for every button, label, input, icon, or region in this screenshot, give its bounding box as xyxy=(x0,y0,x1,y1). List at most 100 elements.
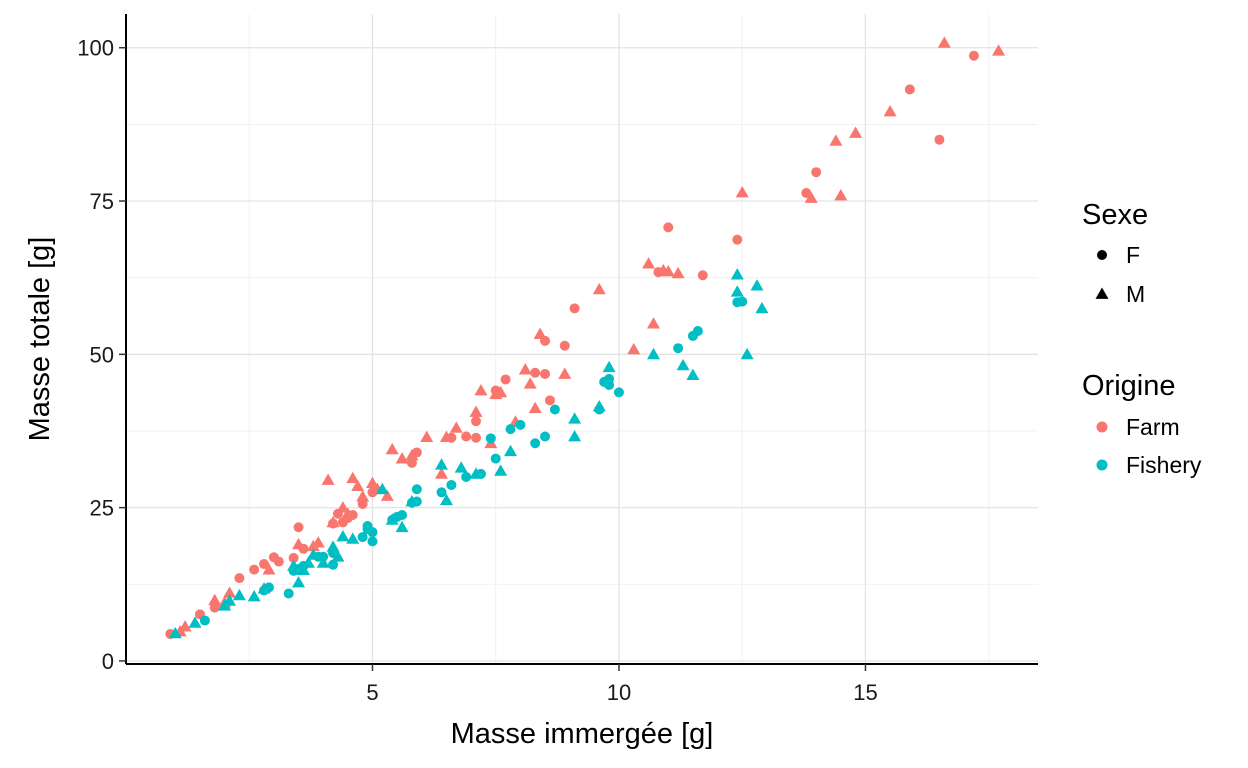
data-point-fishery-m xyxy=(676,358,690,371)
data-point-fishery-f xyxy=(436,487,447,498)
data-point-farm-f xyxy=(811,167,822,178)
data-point-fishery-m xyxy=(301,556,315,568)
legend-label-fishery: Fishery xyxy=(1126,452,1202,478)
data-point-farm-f xyxy=(540,368,551,379)
data-point-fishery-f xyxy=(367,536,378,547)
data-point-farm-m xyxy=(208,593,222,606)
data-point-fishery-f xyxy=(367,527,378,538)
data-point-fishery-m xyxy=(730,268,744,280)
data-point-farm-m xyxy=(380,489,394,501)
data-point-fishery-m xyxy=(454,461,468,473)
data-point-fishery-f xyxy=(199,615,210,626)
data-point-farm-m xyxy=(336,501,350,513)
data-point-farm-m xyxy=(533,327,547,339)
data-point-fishery-f xyxy=(737,296,748,307)
data-point-fishery-f xyxy=(490,453,501,464)
data-point-farm-m xyxy=(420,430,434,442)
data-point-farm-m xyxy=(592,282,606,295)
data-point-farm-m xyxy=(558,367,572,379)
data-point-farm-f xyxy=(293,522,304,533)
data-point-fishery-m xyxy=(287,559,301,571)
data-point-farm-f xyxy=(273,556,284,567)
data-point-farm-m xyxy=(523,377,537,389)
data-point-farm-m xyxy=(311,536,325,548)
legend-key-farm xyxy=(1096,421,1108,433)
data-point-fishery-f xyxy=(692,326,703,337)
legend-key-triangle xyxy=(1095,287,1109,299)
data-point-farm-f xyxy=(801,188,812,199)
data-point-fishery-m xyxy=(306,548,320,560)
y-tick-label: 0 xyxy=(102,649,114,674)
tick-labels: 5 10 15 0 25 50 75 100 xyxy=(77,36,877,705)
data-point-farm-f xyxy=(544,395,555,406)
data-point-fishery-m xyxy=(592,399,606,412)
data-point-fishery-f xyxy=(397,509,408,520)
data-point-fishery-m xyxy=(247,590,261,602)
data-point-fishery-f xyxy=(328,559,339,570)
y-axis-title: Masse totale [g] xyxy=(24,237,56,442)
data-point-fishery-f xyxy=(515,419,526,430)
data-point-fishery-f xyxy=(461,471,472,482)
data-point-farm-f xyxy=(663,222,674,233)
data-point-farm-f xyxy=(904,84,915,95)
grid xyxy=(126,14,1038,664)
legend-label-farm: Farm xyxy=(1126,414,1180,440)
data-point-farm-f xyxy=(530,367,541,378)
data-point-farm-m xyxy=(346,471,360,484)
data-point-fishery-f xyxy=(613,387,624,398)
data-point-fishery-m xyxy=(439,493,453,506)
data-point-farm-m xyxy=(405,449,419,461)
data-point-fishery-m xyxy=(385,513,399,525)
data-point-fishery-m xyxy=(188,616,202,628)
data-point-farm-f xyxy=(249,564,260,575)
legend-key-circle xyxy=(1097,250,1107,260)
data-point-farm-m xyxy=(439,430,453,442)
data-point-fishery-m xyxy=(568,412,582,424)
data-point-fishery-f xyxy=(673,343,684,354)
y-tick-label: 75 xyxy=(90,189,114,214)
data-point-fishery-m xyxy=(435,458,449,470)
data-point-farm-m xyxy=(178,620,192,632)
data-point-farm-f xyxy=(697,270,708,281)
data-point-farm-f xyxy=(259,559,270,570)
data-point-fishery-m xyxy=(494,464,508,476)
data-point-fishery-m xyxy=(568,430,582,442)
y-tick-label: 100 xyxy=(77,36,114,61)
data-point-farm-f xyxy=(234,573,245,584)
legend: Sexe F M Origine Farm Fishery xyxy=(1082,199,1202,478)
data-point-farm-f xyxy=(461,431,472,442)
data-point-fishery-m xyxy=(168,626,182,639)
data-point-fishery-m xyxy=(405,495,419,507)
data-point-fishery-m xyxy=(296,563,310,576)
legend-label-m: M xyxy=(1126,281,1145,307)
data-point-farm-m xyxy=(735,185,749,198)
data-point-fishery-f xyxy=(549,404,560,415)
data-point-fishery-m xyxy=(602,360,616,373)
legend-title-origine: Origine xyxy=(1082,370,1176,402)
data-point-farm-m xyxy=(937,36,951,48)
data-point-farm-f xyxy=(559,340,570,351)
data-point-fishery-f xyxy=(540,431,551,442)
data-point-fishery-f xyxy=(411,484,422,495)
data-point-fishery-f xyxy=(485,433,496,444)
data-point-farm-f xyxy=(569,303,580,314)
data-point-fishery-m xyxy=(686,368,700,381)
data-point-farm-m xyxy=(671,266,685,279)
data-point-farm-m xyxy=(528,401,542,414)
data-point-farm-m xyxy=(992,44,1006,56)
data-point-fishery-f xyxy=(446,479,457,490)
data-point-fishery-f xyxy=(604,379,615,390)
data-point-fishery-m xyxy=(740,347,754,360)
y-tick-label: 25 xyxy=(90,496,114,521)
data-point-farm-m xyxy=(883,105,897,117)
data-point-farm-f xyxy=(500,374,511,385)
data-point-farm-f xyxy=(471,432,482,443)
data-point-farm-m xyxy=(474,384,488,396)
data-point-fishery-m xyxy=(292,575,306,588)
data-point-fishery-m xyxy=(750,279,764,291)
data-point-farm-m xyxy=(385,442,399,455)
data-point-farm-f xyxy=(934,134,945,145)
data-point-farm-m xyxy=(646,317,660,329)
